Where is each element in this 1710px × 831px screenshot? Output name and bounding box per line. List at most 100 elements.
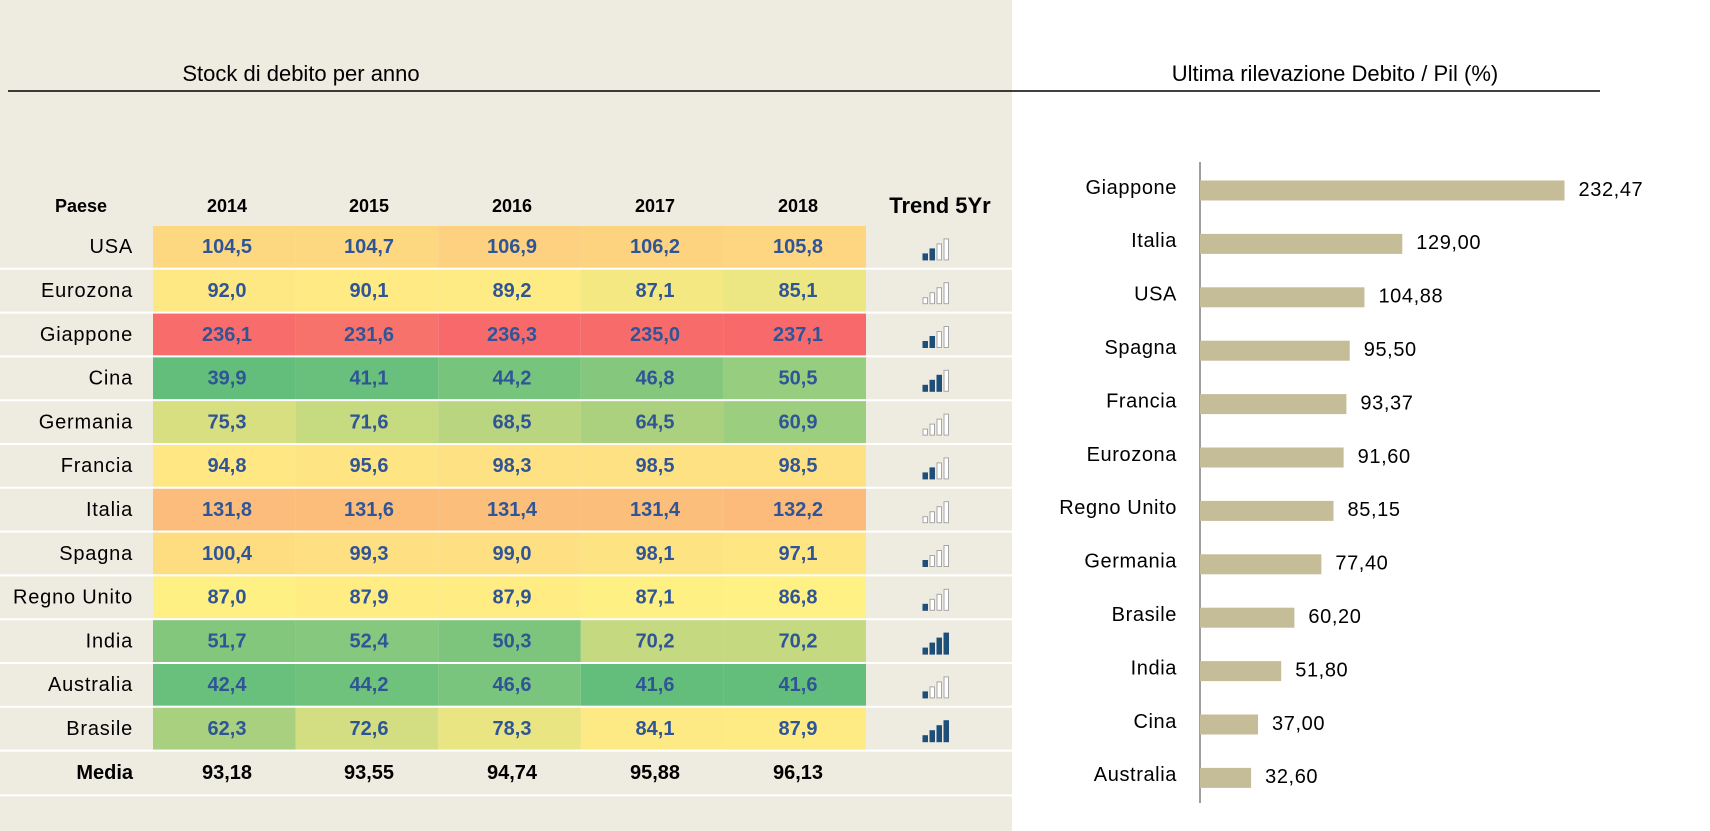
trend-bar (922, 691, 928, 699)
heat-cell (295, 269, 439, 312)
category-label: Cina (1133, 711, 1177, 733)
cell-value: 95,6 (350, 455, 389, 477)
cell-value: 87,9 (779, 718, 818, 740)
cell-value: 44,2 (493, 368, 532, 390)
value-label: 32,60 (1265, 766, 1318, 788)
heat-cell (153, 357, 296, 400)
cell-value: 98,3 (493, 455, 532, 477)
trend-bar (929, 686, 935, 699)
bar (1200, 447, 1344, 468)
trend-bar (929, 292, 935, 305)
column-header: 2017 (635, 196, 675, 216)
heat-cell (723, 620, 866, 662)
category-label: India (1131, 657, 1178, 679)
trend-bar (943, 632, 949, 655)
cell-value: 85,1 (779, 280, 818, 302)
country-label: USA (89, 236, 133, 258)
trend-bar (936, 681, 942, 699)
trend-bar (922, 647, 928, 655)
heat-cell (580, 401, 724, 443)
column-header: 2015 (349, 196, 389, 216)
column-header: Paese (55, 196, 107, 216)
cell-value: 84,1 (636, 718, 675, 740)
heat-cell (438, 445, 581, 487)
cell-value: 100,4 (202, 543, 253, 565)
heat-cell (153, 576, 296, 619)
cell-value: 87,1 (636, 587, 675, 609)
country-label: Spagna (59, 543, 133, 565)
cell-value: 89,2 (493, 280, 532, 302)
country-label: Australia (48, 674, 133, 696)
heat-cell (580, 445, 724, 487)
heat-cell (295, 488, 439, 531)
country-label: Giappone (40, 324, 133, 346)
column-header: 2018 (778, 196, 818, 216)
cell-value: 46,8 (636, 368, 675, 390)
category-label: Germania (1084, 551, 1177, 573)
heat-cell (295, 576, 439, 619)
bar (1200, 714, 1259, 735)
value-label: 129,00 (1416, 232, 1481, 254)
heat-cell (153, 488, 296, 531)
table-title: Stock di debito per anno (182, 61, 419, 86)
cell-value: 106,9 (487, 236, 537, 258)
value-label: 95,50 (1364, 339, 1417, 361)
cell-value: 104,7 (344, 236, 394, 258)
bar (1200, 287, 1365, 308)
trend-bar (929, 467, 935, 480)
heat-cell (438, 664, 581, 706)
trend-bar (929, 423, 935, 436)
trend-bar (922, 472, 928, 480)
cell-value: 90,1 (350, 280, 389, 302)
heat-cell (580, 620, 724, 662)
trend-bar (936, 374, 942, 392)
value-label: 60,20 (1308, 606, 1361, 628)
trend-bar (936, 287, 942, 305)
cell-value: 231,6 (344, 324, 394, 346)
trend-bar (936, 331, 942, 348)
heat-cell (295, 445, 439, 487)
bar (1200, 394, 1347, 415)
heat-cell (723, 488, 866, 531)
column-header: Trend 5Yr (889, 193, 991, 218)
trend-bar (929, 336, 935, 348)
trend-bar (929, 598, 935, 611)
value-label: 91,60 (1358, 446, 1411, 468)
value-label: 85,15 (1348, 499, 1401, 521)
heat-cell (438, 401, 581, 443)
heat-cell (438, 269, 581, 312)
heat-cell (438, 576, 581, 619)
cell-value: 106,2 (630, 236, 680, 258)
cell-value: 50,5 (779, 368, 818, 390)
cell-value: 235,0 (630, 324, 680, 346)
bar (1200, 340, 1350, 361)
bar (1200, 180, 1565, 201)
cell-value: 52,4 (350, 630, 390, 652)
footer-value: 95,88 (630, 762, 680, 784)
value-label: 51,80 (1295, 659, 1348, 681)
cell-value: 86,8 (779, 587, 818, 609)
heat-cell (153, 707, 296, 750)
cell-value: 87,0 (208, 587, 247, 609)
bar (1200, 500, 1334, 521)
heat-cell (580, 357, 724, 400)
heat-cell (438, 226, 581, 268)
heat-cell (580, 226, 724, 268)
bar (1200, 233, 1403, 254)
country-label: Eurozona (41, 280, 133, 302)
trend-bar (943, 457, 949, 480)
heat-cell (723, 707, 866, 750)
trend-bar (943, 588, 949, 611)
trend-bar (922, 735, 928, 743)
cell-value: 39,9 (208, 368, 247, 390)
heat-cell (438, 313, 581, 356)
trend-bar (936, 593, 942, 611)
category-label: Australia (1094, 764, 1177, 786)
heat-cell (723, 357, 866, 400)
column-header: 2014 (207, 196, 247, 216)
cell-value: 51,7 (208, 630, 247, 652)
heat-cell (438, 707, 581, 750)
heat-cell (153, 313, 296, 356)
trend-bar (922, 560, 928, 567)
cell-value: 75,3 (208, 411, 247, 433)
